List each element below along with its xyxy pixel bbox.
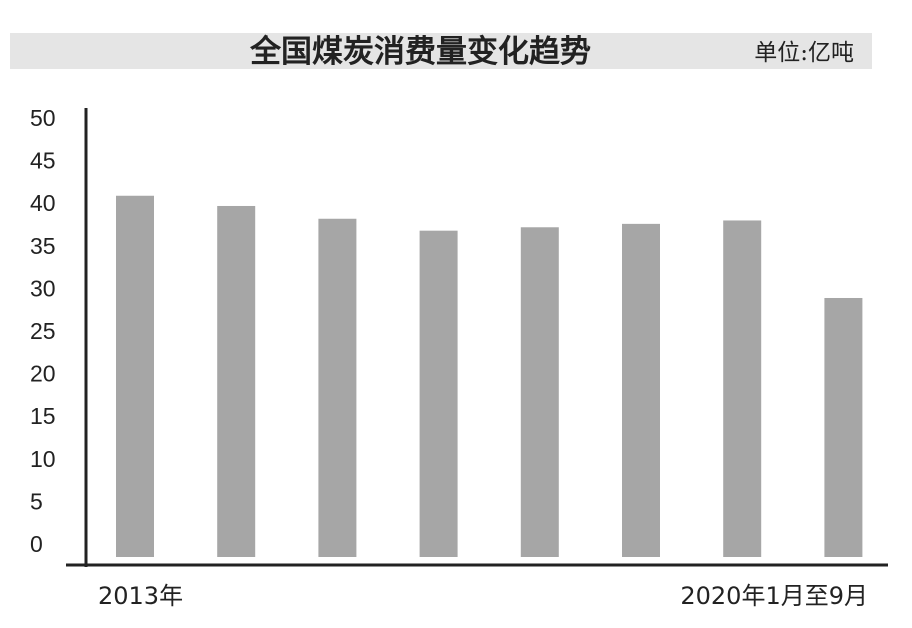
chart-title: 全国煤炭消费量变化趋势 [250, 34, 591, 70]
y-tick-label: 15 [30, 403, 56, 429]
bar-series [116, 195, 863, 558]
y-tick-label: 50 [30, 105, 56, 131]
bar [217, 205, 256, 557]
bar [318, 218, 357, 558]
x-tick-label: 2013年 [98, 582, 183, 610]
y-tick-label: 0 [30, 531, 43, 557]
y-tick-label: 5 [30, 488, 43, 514]
bar [520, 227, 559, 557]
y-tick-label: 25 [30, 318, 56, 344]
bar [419, 230, 458, 557]
bar [622, 223, 660, 558]
y-tick-labels: 0 5 10 15 20 25 30 35 40 45 50 [30, 105, 56, 557]
y-tick-label: 40 [30, 190, 56, 216]
title-band [10, 33, 872, 69]
y-tick-label: 20 [30, 361, 56, 387]
x-tick-labels: 2013年 2020年1月至9月 [98, 582, 868, 610]
bar [723, 220, 762, 557]
y-tick-label: 10 [30, 446, 56, 472]
bar [116, 195, 154, 557]
unit-label: 单位:亿吨 [754, 40, 854, 66]
y-tick-label: 35 [30, 233, 56, 259]
x-tick-label: 2020年1月至9月 [680, 582, 868, 610]
bar [824, 297, 863, 557]
y-tick-label: 30 [30, 275, 56, 301]
y-tick-label: 45 [30, 148, 56, 174]
